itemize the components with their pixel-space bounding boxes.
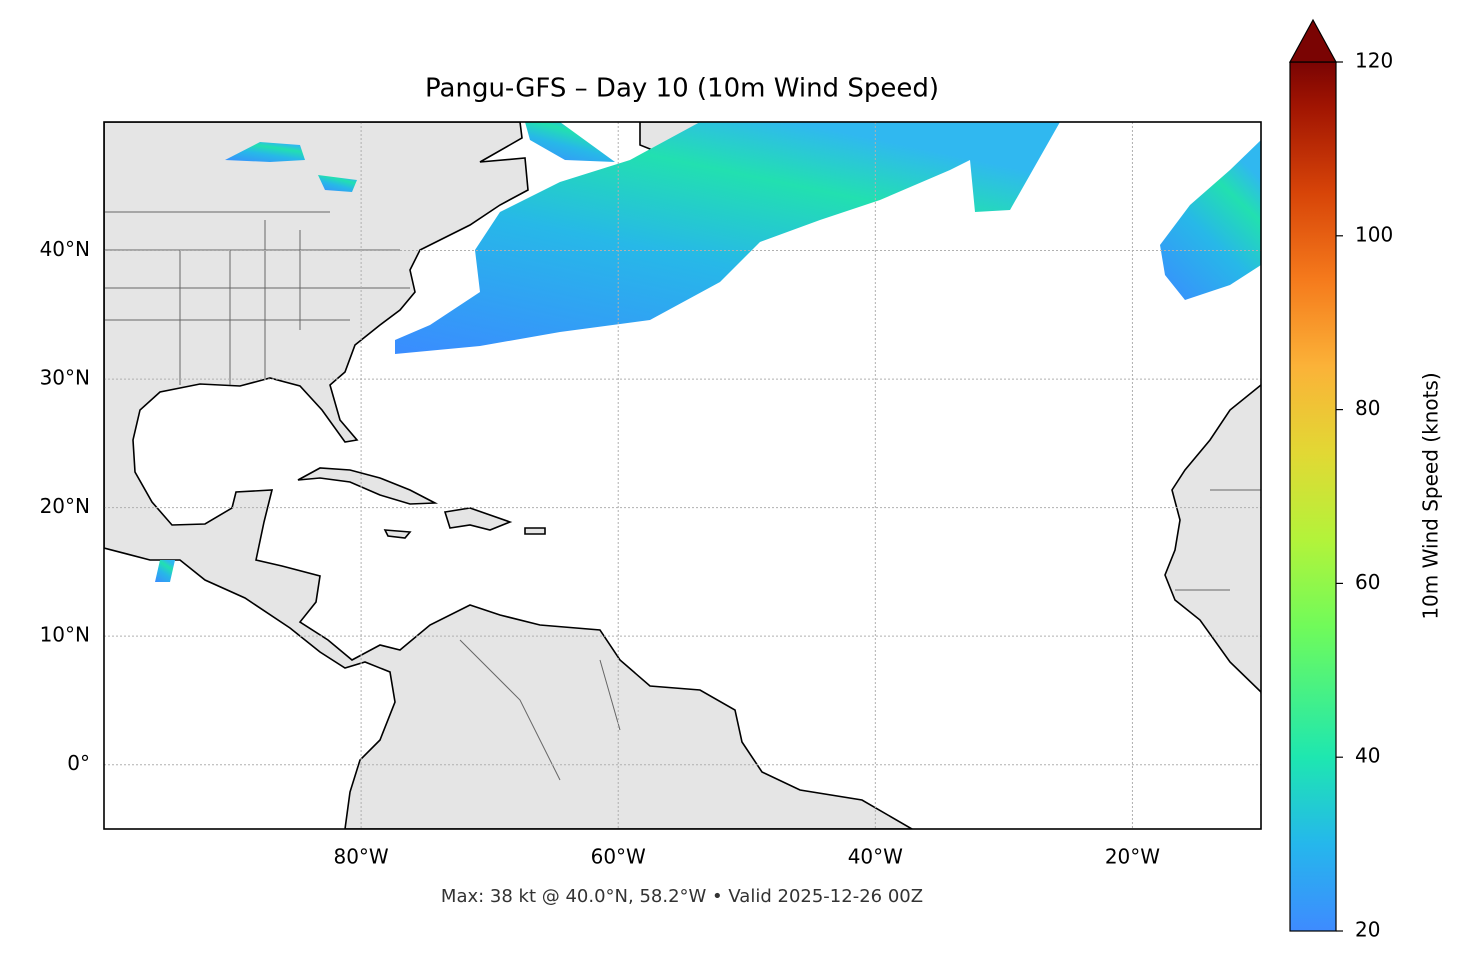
wind-swath [395,122,1060,354]
x-tick-label: 80°W [333,845,388,869]
map [104,122,1261,829]
axes-frame [103,121,1262,830]
y-tick-label: 10°N [40,623,90,647]
africa [1164,384,1261,698]
y-tick-label: 30°N [40,366,90,390]
colorbar-tick-label: 20 [1355,918,1380,942]
colorbar [1289,61,1337,932]
x-tick-label: 60°W [591,845,646,869]
colorbar-tick-label: 100 [1355,222,1393,246]
colorbar-extend [1288,18,1338,63]
hispaniola [443,507,513,531]
wind-swath [525,122,615,162]
cuba [297,467,439,505]
wind-swath [155,560,175,582]
colorbar-tick-label: 120 [1355,49,1393,73]
grid [104,122,1261,829]
borders [104,211,1261,781]
colorbar-label: 10m Wind Speed (knots) [1419,372,1443,619]
chart-title: Pangu-GFS – Day 10 (10m Wind Speed) [425,74,939,104]
north-central-america [104,122,914,829]
wind-swath [225,142,305,162]
y-tick-label: 40°N [40,237,90,261]
colorbar-tick-label: 40 [1355,744,1380,768]
annotation: Max: 38 kt @ 40.0°N, 58.2°W • Valid 2025… [441,886,923,907]
colorbar-tick-label: 60 [1355,570,1380,594]
x-tick-label: 20°W [1105,845,1160,869]
x-tick-label: 40°W [848,845,903,869]
y-tick-label: 0° [67,751,90,775]
wind-field [155,122,1261,582]
wind-swath [1160,140,1261,300]
colorbar-tick-label: 80 [1355,396,1380,420]
y-tick-label: 20°N [40,494,90,518]
jamaica [383,529,412,539]
puerto-rico [524,527,546,535]
wind-swath [318,175,357,192]
